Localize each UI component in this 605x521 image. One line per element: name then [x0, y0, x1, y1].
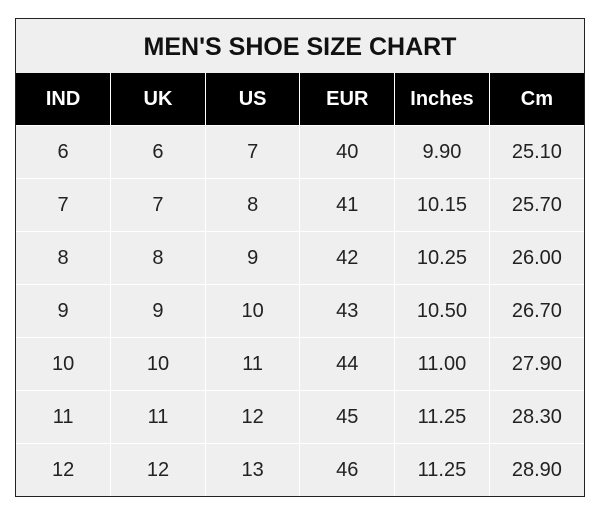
table-cell: 10.25 [394, 231, 490, 285]
table-cell: 10 [204, 284, 301, 338]
table-cell: 28.90 [488, 443, 584, 496]
table-cell: 44 [299, 337, 396, 391]
table-row: 6 6 7 40 9.90 25.10 [16, 125, 584, 179]
table-cell: 10.50 [394, 284, 490, 338]
table-cell: 6 [110, 125, 206, 179]
size-chart: MEN'S SHOE SIZE CHART IND UK US EUR Inches Cm… [15, 18, 585, 497]
table-cell: 26.70 [488, 284, 584, 338]
column-header: EUR [299, 73, 396, 126]
table-row: 10 10 11 44 11.00 27.90 [16, 337, 584, 391]
header-row: IND UK US EUR Inches Cm [16, 73, 584, 126]
table-cell: 10.15 [394, 178, 490, 232]
table-cell: 9.90 [394, 125, 490, 179]
table-row: 9 9 10 43 10.50 26.70 [16, 284, 584, 338]
size-table: IND UK US EUR Inches Cm 6 6 7 40 9.90 25.10 7 7 8 41 10… [16, 73, 584, 496]
column-header: Inches [394, 73, 490, 126]
table-cell: 7 [16, 178, 112, 232]
table-cell: 11 [110, 390, 206, 444]
table-row: 8 8 9 42 10.25 26.00 [16, 231, 584, 285]
table-cell: 11.25 [394, 390, 490, 444]
table-row: 12 12 13 46 11.25 28.90 [16, 443, 584, 496]
table-cell: 13 [204, 443, 301, 496]
table-row: 11 11 12 45 11.25 28.30 [16, 390, 584, 444]
table-cell: 43 [299, 284, 396, 338]
column-header: US [204, 73, 301, 126]
column-header: UK [110, 73, 206, 126]
table-cell: 11.00 [394, 337, 490, 391]
table-cell: 41 [299, 178, 396, 232]
table-cell: 9 [16, 284, 112, 338]
table-cell: 27.90 [488, 337, 584, 391]
table-cell: 12 [110, 443, 206, 496]
column-header: Cm [488, 73, 584, 126]
table-cell: 26.00 [488, 231, 584, 285]
column-header: IND [16, 73, 112, 126]
table-cell: 45 [299, 390, 396, 444]
table-cell: 10 [16, 337, 112, 391]
table-cell: 12 [204, 390, 301, 444]
table-cell: 9 [110, 284, 206, 338]
table-cell: 11 [16, 390, 112, 444]
table-cell: 10 [110, 337, 206, 391]
table-cell: 42 [299, 231, 396, 285]
table-cell: 11.25 [394, 443, 490, 496]
table-cell: 8 [16, 231, 112, 285]
table-cell: 12 [16, 443, 112, 496]
table-cell: 11 [204, 337, 301, 391]
table-cell: 8 [110, 231, 206, 285]
table-row: 7 7 8 41 10.15 25.70 [16, 178, 584, 232]
table-cell: 46 [299, 443, 396, 496]
table-cell: 28.30 [488, 390, 584, 444]
table-cell: 25.70 [488, 178, 584, 232]
table-cell: 6 [16, 125, 112, 179]
table-cell: 25.10 [488, 125, 584, 179]
chart-title: MEN'S SHOE SIZE CHART [143, 33, 457, 61]
table-cell: 40 [299, 125, 396, 179]
table-cell: 7 [110, 178, 206, 232]
table-cell: 9 [204, 231, 301, 285]
table-cell: 8 [204, 178, 301, 232]
table-cell: 7 [204, 125, 301, 179]
